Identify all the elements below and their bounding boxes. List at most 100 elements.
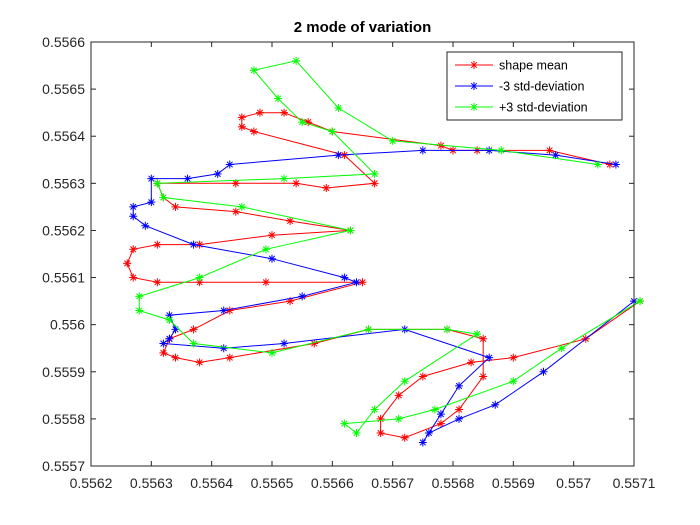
series-2-point-28 <box>455 381 464 390</box>
series-2-point-29 <box>436 410 445 419</box>
series-3-point-3 <box>388 136 397 145</box>
series-2-point-27 <box>485 353 494 362</box>
series-3-point-28 <box>352 429 361 438</box>
legend-marker-1 <box>470 61 478 69</box>
series-1-point-24 <box>268 231 276 240</box>
series-3-point-7 <box>274 94 283 103</box>
series-1-point-10 <box>237 113 246 122</box>
series-3-point-32 <box>509 377 518 386</box>
series-3-point-12 <box>153 179 162 188</box>
x-tick-label: 0.5569 <box>492 475 535 491</box>
series-3-point-25 <box>473 330 482 339</box>
series-2-point-24 <box>219 344 228 353</box>
series-1-point-22 <box>286 217 295 226</box>
series-3-line <box>138 60 641 434</box>
series-1-point-2 <box>545 146 554 155</box>
series-3-point-29 <box>340 419 349 428</box>
y-tick-label: 0.5566 <box>42 34 85 50</box>
series-2-point-10 <box>147 198 156 207</box>
series-1-point-8 <box>280 108 289 117</box>
series-2-point-6 <box>225 160 234 169</box>
series-3-point-18 <box>135 292 144 301</box>
series-1-point-38 <box>159 348 168 357</box>
series-2-point-12 <box>129 212 138 221</box>
series-1-point-54 <box>467 358 476 367</box>
series-layer <box>123 56 645 447</box>
series-3-point-21 <box>189 339 198 348</box>
series-3-point-26 <box>400 377 409 386</box>
series-2-point-3 <box>485 146 494 155</box>
series-1-point-42 <box>310 339 319 348</box>
series-1-point-30 <box>153 278 162 287</box>
series-1-point-50 <box>376 429 385 438</box>
series-3-point-1 <box>593 160 602 169</box>
series-2-point-17 <box>352 278 361 287</box>
series-2-point-18 <box>298 292 307 301</box>
y-tick-label: 0.5565 <box>42 81 85 97</box>
series-1-point-41 <box>225 353 234 362</box>
series-1-point-16 <box>292 179 301 188</box>
series-2-point-33 <box>491 400 500 409</box>
series-1-point-15 <box>322 184 331 193</box>
series-1-point-39 <box>171 353 180 362</box>
series-2-point-2 <box>551 151 560 160</box>
y-tick-label: 0.5559 <box>42 364 85 380</box>
series-3-point-27 <box>370 405 379 414</box>
series-1-point-35 <box>225 306 234 315</box>
series-2-point-13 <box>141 221 150 230</box>
legend-label-2: -3 std-deviation <box>499 80 585 94</box>
series-3-point-13 <box>159 193 168 202</box>
series-1-point-47 <box>455 405 464 414</box>
x-tick-label: 0.5567 <box>371 475 414 491</box>
x-tick-label: 0.5564 <box>190 475 233 491</box>
series-1-point-46 <box>479 372 488 381</box>
series-2-point-14 <box>189 240 198 249</box>
series-2-point-7 <box>213 169 222 178</box>
y-tick-label: 0.5562 <box>42 222 85 238</box>
series-1-point-34 <box>286 297 295 306</box>
series-1-point-5 <box>436 141 445 150</box>
legend-label-1: shape mean <box>499 59 568 73</box>
series-2-point-20 <box>165 311 174 320</box>
series-1-point-7 <box>304 118 313 127</box>
series-2-point-11 <box>129 202 138 211</box>
series-3-point-14 <box>237 202 246 211</box>
series-1-point-25 <box>195 240 204 249</box>
series-1-point-26 <box>153 240 162 249</box>
series-1-point-55 <box>509 353 518 362</box>
series-2 <box>129 146 638 447</box>
x-tick-label: 0.5563 <box>130 475 173 491</box>
x-tick-label: 0.5571 <box>613 475 656 491</box>
series-2-point-19 <box>219 306 228 315</box>
y-tick-label: 0.5564 <box>42 128 85 144</box>
series-1-point-14 <box>370 179 379 188</box>
legend-marker-3 <box>470 103 478 111</box>
series-2-point-1 <box>611 160 620 169</box>
y-tick-label: 0.5557 <box>42 458 85 474</box>
y-tick-label: 0.556 <box>50 317 85 333</box>
series-2-point-5 <box>334 151 343 160</box>
series-3-point-9 <box>328 127 337 136</box>
series-3-point-20 <box>165 315 174 324</box>
series-3-point-24 <box>442 325 451 334</box>
series-3-point-17 <box>195 273 204 282</box>
series-3-point-5 <box>292 56 301 65</box>
series-1-point-9 <box>255 108 264 117</box>
series-1-point-29 <box>129 273 138 282</box>
series-2-point-30 <box>418 438 427 447</box>
series-2-point-32 <box>455 414 464 423</box>
series-1-point-53 <box>418 372 427 381</box>
x-tick-label: 0.5566 <box>311 475 354 491</box>
y-tick-label: 0.5563 <box>42 175 85 191</box>
series-3-point-15 <box>346 226 355 235</box>
series-3-point-11 <box>280 174 289 183</box>
y-tick-label: 0.5558 <box>42 411 85 427</box>
series-1-point-52 <box>394 391 403 400</box>
series-3-point-16 <box>261 245 270 254</box>
series-1-point-31 <box>195 278 204 287</box>
series-1-point-12 <box>249 127 258 136</box>
series-1-point-20 <box>171 202 180 211</box>
legend: shape mean -3 std-deviation +3 std-deviati… <box>446 51 623 121</box>
axes-box <box>90 41 635 467</box>
